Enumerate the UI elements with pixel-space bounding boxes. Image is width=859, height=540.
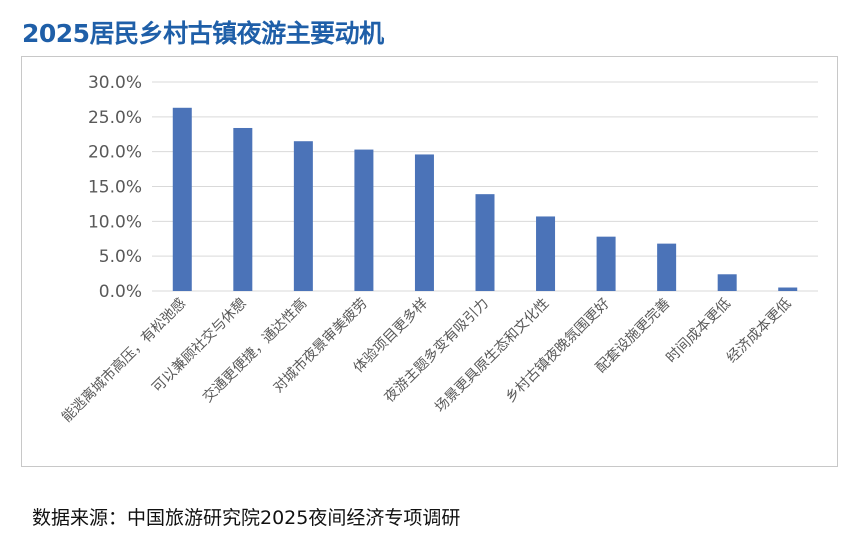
- y-axis-ticks: 0.0% 5.0% 10.0% 15.0% 20.0% 25.0% 30.0%: [88, 73, 142, 302]
- bar: [536, 216, 556, 291]
- bar: [657, 243, 677, 291]
- x-tick-label: 能逃离城市高压，有松弛感: [58, 295, 189, 426]
- bar: [293, 141, 313, 291]
- y-tick-label: 30.0%: [88, 73, 142, 93]
- y-tick-label: 10.0%: [88, 212, 142, 232]
- bar-chart: 0.0% 5.0% 10.0% 15.0% 20.0% 25.0% 30.0% 能逃离城市高…: [58, 73, 818, 426]
- x-tick-label: 交通更便捷，通达性高: [199, 295, 310, 406]
- data-source-note: 数据来源：中国旅游研究院2025夜间经济专项调研: [32, 507, 461, 529]
- x-axis-labels: 能逃离城市高压，有松弛感可以兼顾社交与休憩交通更便捷，通达性高对城市夜景审美疲劳…: [58, 295, 794, 426]
- bar: [233, 127, 253, 291]
- bar: [414, 154, 434, 291]
- gridlines: [152, 81, 818, 292]
- bar: [717, 274, 737, 291]
- y-tick-label: 0.0%: [99, 282, 142, 302]
- bar: [354, 149, 374, 291]
- bar: [172, 107, 192, 291]
- chart-title: 2025居民乡村古镇夜游主要动机: [22, 19, 384, 48]
- bar: [475, 194, 495, 291]
- x-tick-label: 经济成本更低: [724, 296, 795, 367]
- y-tick-label: 25.0%: [88, 108, 142, 128]
- y-tick-label: 15.0%: [88, 178, 142, 198]
- bar: [596, 236, 616, 291]
- y-tick-label: 5.0%: [99, 247, 142, 267]
- y-tick-label: 20.0%: [88, 143, 142, 163]
- bar: [778, 287, 798, 291]
- x-tick-label: 乡村古镇夜晚氛围更好: [503, 296, 613, 406]
- x-tick-label: 夜游主题多变有吸引力: [381, 295, 492, 406]
- chart-frame: [21, 56, 838, 467]
- bars: [172, 107, 798, 291]
- x-tick-label: 场景更具原生态和文化性: [432, 296, 552, 416]
